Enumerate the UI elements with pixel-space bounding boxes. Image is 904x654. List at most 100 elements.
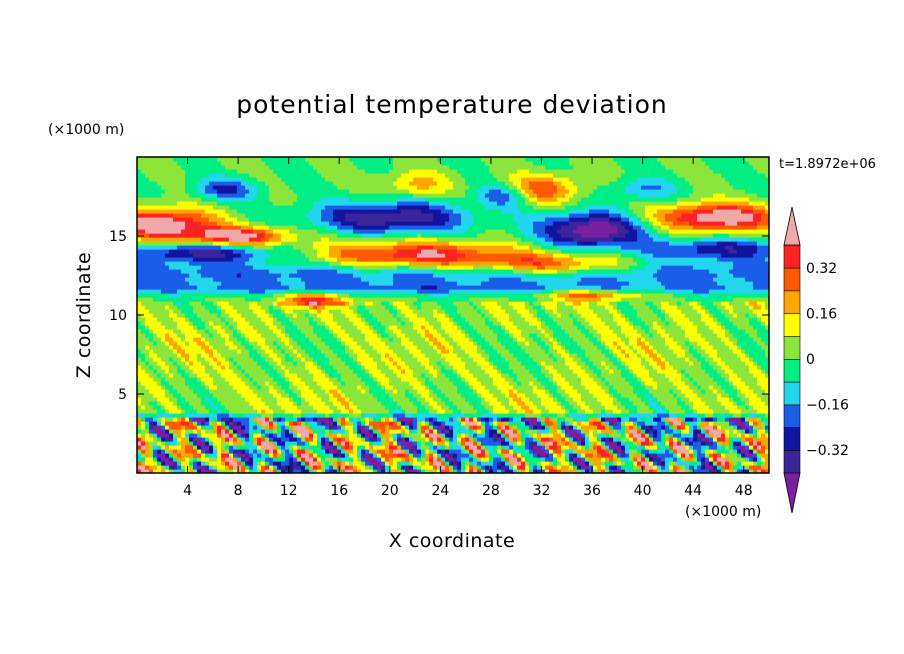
heatmap-cell (265, 417, 270, 422)
heatmap-cell (337, 433, 342, 438)
heatmap-cell (485, 417, 490, 422)
heatmap-cell (529, 385, 534, 390)
heatmap-cell (673, 365, 678, 370)
heatmap-cell (429, 401, 434, 406)
heatmap-cell (305, 433, 310, 438)
heatmap-cell (365, 361, 370, 366)
heatmap-cell (453, 401, 458, 406)
heatmap-cell (389, 421, 394, 426)
heatmap-cell (557, 413, 562, 418)
heatmap-cell (305, 397, 310, 402)
heatmap-cell (657, 425, 662, 430)
heatmap-cell (185, 437, 190, 442)
heatmap-cell (657, 445, 662, 450)
heatmap-cell (369, 429, 374, 434)
heatmap-cell (661, 413, 666, 418)
heatmap-cell (269, 385, 274, 390)
heatmap-cell (397, 441, 402, 446)
heatmap-cell (569, 409, 574, 414)
heatmap-cell (477, 357, 482, 362)
heatmap-cell (585, 465, 590, 470)
heatmap-cell (409, 393, 414, 398)
heatmap-cell (509, 413, 514, 418)
heatmap-cell (141, 461, 146, 466)
heatmap-cell (705, 457, 710, 462)
heatmap-cell (309, 449, 314, 454)
heatmap-cell (377, 413, 382, 418)
heatmap-cell (493, 353, 498, 358)
heatmap-cell (461, 349, 466, 354)
heatmap-cell (573, 461, 578, 466)
heatmap-cell (361, 361, 366, 366)
heatmap-cell (573, 449, 578, 454)
heatmap-cell (685, 353, 690, 358)
heatmap-cell (365, 461, 370, 466)
heatmap-cell (609, 361, 614, 366)
heatmap-cell (437, 345, 442, 350)
heatmap-cell (625, 445, 630, 450)
heatmap-cell (505, 405, 510, 410)
heatmap-cell (157, 449, 162, 454)
heatmap-cell (389, 357, 394, 362)
heatmap-cell (701, 405, 706, 410)
heatmap-cell (157, 405, 162, 410)
heatmap-cell (177, 465, 182, 470)
heatmap-cell (685, 453, 690, 458)
heatmap-cell (677, 349, 682, 354)
heatmap-cell (341, 453, 346, 458)
heatmap-cell (277, 397, 282, 402)
heatmap-cell (533, 457, 538, 462)
heatmap-cell (313, 385, 318, 390)
heatmap-cell (361, 345, 366, 350)
heatmap-cell (361, 433, 366, 438)
heatmap-cell (601, 453, 606, 458)
heatmap-cell (285, 425, 290, 430)
heatmap-cell (181, 405, 186, 410)
heatmap-cell (453, 345, 458, 350)
heatmap-cell (529, 353, 534, 358)
heatmap-cell (493, 393, 498, 398)
heatmap-cell (401, 421, 406, 426)
heatmap-cell (761, 413, 766, 418)
heatmap-cell (257, 369, 262, 374)
heatmap-cell (713, 425, 718, 430)
heatmap-cell (525, 357, 530, 362)
heatmap-cell (333, 437, 338, 442)
heatmap-cell (517, 441, 522, 446)
heatmap-cell (489, 377, 494, 382)
heatmap-cell (421, 433, 426, 438)
heatmap-cell (657, 441, 662, 446)
heatmap-cell (517, 449, 522, 454)
heatmap-cell (469, 373, 474, 378)
heatmap-cell (441, 393, 446, 398)
heatmap-cell (529, 465, 534, 470)
heatmap-cell (717, 421, 722, 426)
heatmap-cell (765, 381, 769, 386)
heatmap-cell (377, 397, 382, 402)
heatmap-cell (761, 429, 766, 434)
heatmap-cell (317, 373, 322, 378)
heatmap-cell (717, 349, 722, 354)
heatmap-cell (537, 437, 542, 442)
heatmap-cell (705, 369, 710, 374)
heatmap-cell (333, 445, 338, 450)
heatmap-cell (529, 397, 534, 402)
heatmap-cell (329, 349, 334, 354)
heatmap-cell (757, 449, 762, 454)
heatmap-cell (485, 421, 490, 426)
heatmap-cell (597, 373, 602, 378)
heatmap-cell (737, 401, 742, 406)
heatmap-cell (525, 353, 530, 358)
heatmap-cell (733, 445, 738, 450)
heatmap-cell (701, 349, 706, 354)
heatmap-cell (653, 445, 658, 450)
heatmap-cell (273, 429, 278, 434)
heatmap-cell (689, 389, 694, 394)
heatmap-cell (749, 429, 754, 434)
heatmap-cell (473, 361, 478, 366)
heatmap-cell (609, 409, 614, 414)
heatmap-cell (689, 433, 694, 438)
heatmap-cell (481, 461, 486, 466)
heatmap-cell (185, 349, 190, 354)
heatmap-cell (145, 365, 150, 370)
